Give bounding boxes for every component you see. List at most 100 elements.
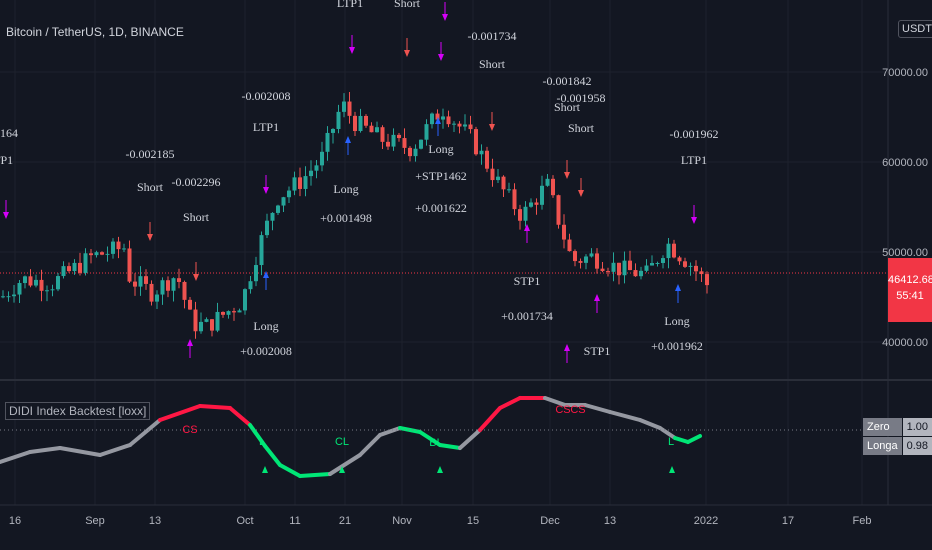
candle-body: [688, 265, 693, 267]
annotation-label: Short: [137, 180, 164, 194]
indicator-line-segment: [263, 444, 282, 467]
candle-body: [490, 168, 495, 181]
candle-body: [100, 252, 104, 255]
candle-body: [237, 310, 242, 313]
candle-body: [61, 266, 66, 277]
candle-body: [567, 239, 572, 252]
candle-body: [325, 132, 330, 152]
candle-body: [34, 279, 38, 286]
candle-body: [347, 101, 352, 116]
candle-body: [336, 111, 341, 129]
indicator-line-segment: [378, 426, 402, 437]
candle-body: [633, 270, 638, 277]
candle-body: [600, 268, 605, 272]
annotation-label: LTP1: [681, 153, 707, 167]
time-tick-label: 2022: [694, 515, 718, 527]
currency-button[interactable]: USDT: [898, 20, 932, 38]
indicator-line-segment: [498, 396, 522, 410]
candle-body: [391, 134, 396, 147]
candle-body: [584, 256, 588, 263]
annotation-label: Short: [394, 0, 421, 10]
annotation-label: -0.001958: [557, 91, 606, 105]
indicator-line-segment: [398, 426, 422, 434]
indicator-line-segment: [128, 418, 162, 447]
indicator-title[interactable]: DIDI Index Backtest [loxx]: [5, 402, 151, 420]
candle-body: [177, 278, 181, 282]
indicator-line-segment: [638, 418, 662, 430]
indicator-line-segment: [418, 430, 442, 447]
annotation-label: +STP1462: [415, 169, 466, 183]
candle-body: [331, 128, 335, 133]
candle-body: [166, 280, 170, 291]
candle-body: [276, 205, 280, 213]
candle-body: [485, 150, 489, 169]
time-tick-label: 17: [782, 515, 794, 527]
candle-body: [402, 138, 407, 148]
candle-body: [116, 241, 121, 250]
indicator-line-segment: [98, 443, 132, 457]
candle-body: [111, 241, 115, 254]
signal-arrow-head: [489, 124, 495, 131]
candle-body: [622, 260, 627, 276]
candle-body: [39, 279, 44, 291]
candle-body: [56, 276, 60, 290]
candle-body: [298, 177, 302, 189]
candle-body: [199, 321, 203, 332]
candle-body: [83, 253, 88, 273]
candle-body: [562, 224, 566, 240]
candle-body: [534, 202, 539, 205]
candle-body: [474, 129, 478, 155]
indicator-signal-label: L: [668, 436, 674, 448]
candle-body: [155, 294, 159, 302]
candle-body: [683, 261, 687, 267]
candle-body: [193, 309, 198, 332]
candle-body: [435, 113, 440, 120]
candle-body: [699, 271, 704, 275]
signal-arrow-head: [263, 187, 269, 194]
annotation-label: +0.001734: [501, 309, 553, 323]
candle-body: [232, 311, 236, 313]
candle-body: [545, 178, 550, 186]
annotation-label: STP1: [584, 344, 611, 358]
time-tick-label: Sep: [85, 515, 105, 527]
price-tick-label: 60000.00: [882, 157, 928, 169]
annotation-label: Long: [428, 142, 453, 156]
signal-arrow-head: [675, 284, 681, 291]
time-tick-label: 16: [9, 515, 21, 527]
candle-body: [281, 197, 286, 206]
signal-arrow-head: [442, 14, 448, 21]
price-tick-label: 40000.00: [882, 337, 928, 349]
current-price: 46412.68: [888, 274, 932, 286]
candle-body: [397, 134, 401, 139]
candle-body: [655, 263, 660, 265]
candle-body: [677, 257, 682, 262]
indicator-line-segment: [328, 453, 362, 476]
candle-body: [358, 115, 363, 132]
annotation-label: 002164: [0, 126, 18, 140]
candle-body: [17, 283, 22, 295]
candle-body: [666, 243, 671, 259]
candle-body: [303, 176, 308, 189]
candle-body: [144, 276, 148, 284]
candle-body: [188, 299, 192, 310]
annotation-label: LTP1: [0, 153, 13, 167]
candle-body: [248, 281, 253, 290]
symbol-title[interactable]: Bitcoin / TetherUS, 1D, BINANCE: [6, 25, 184, 39]
candle-body: [254, 265, 258, 282]
signal-arrow-head: [187, 339, 193, 346]
candle-body: [149, 283, 154, 302]
indicator-line-segment: [158, 404, 202, 422]
candle-body: [606, 271, 610, 273]
annotation-label: -0.002185: [126, 147, 175, 161]
candle-body: [617, 262, 621, 276]
time-tick-label: 15: [467, 515, 479, 527]
candle-body: [226, 311, 231, 315]
candle-body: [501, 176, 506, 190]
candle-body: [518, 209, 522, 221]
annotation-label: -0.002296: [172, 175, 221, 189]
candle-body: [259, 235, 264, 266]
candle-body: [578, 261, 583, 263]
buy-marker: [437, 466, 443, 473]
candle-body: [441, 116, 445, 120]
